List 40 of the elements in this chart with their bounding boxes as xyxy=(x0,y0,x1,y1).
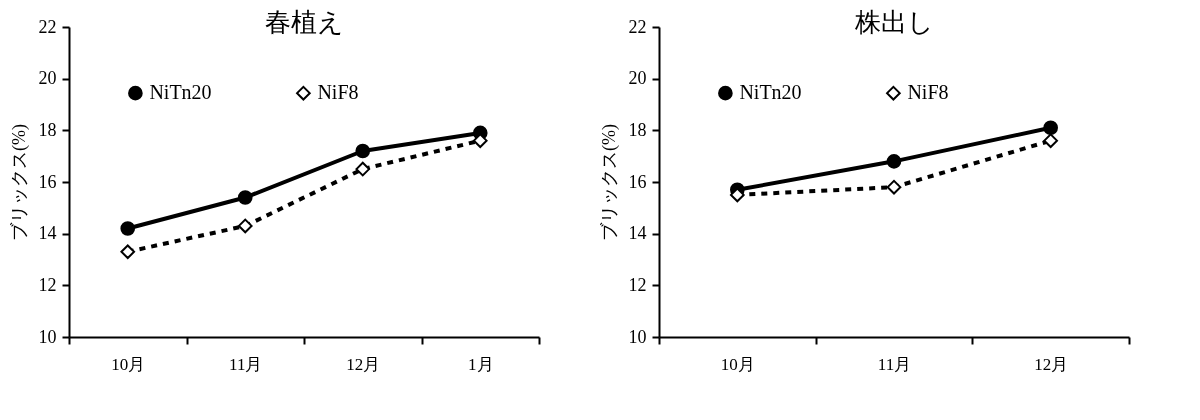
x-tick-label: 1月 xyxy=(468,354,494,374)
chart-title: 株出し xyxy=(853,8,934,37)
y-tick-label: 18 xyxy=(38,119,57,140)
y-axis-title: ブリックス(%) xyxy=(8,124,30,241)
x-tick-label: 10月 xyxy=(720,354,755,374)
x-tick-label: 11月 xyxy=(877,354,912,374)
y-tick-label: 16 xyxy=(38,171,57,192)
point xyxy=(120,244,136,260)
point xyxy=(237,218,253,234)
legend-label: NiTn20 xyxy=(739,81,802,104)
point xyxy=(1043,133,1058,148)
y-tick-label: 10 xyxy=(628,326,647,347)
x-tick-label: 10月 xyxy=(111,354,146,374)
y-tick-label: 14 xyxy=(38,223,57,244)
y-tick-label: 18 xyxy=(628,119,647,140)
legend-label: NiTn20 xyxy=(149,81,212,104)
y-tick-label: 22 xyxy=(38,16,57,37)
y-tick-label: 14 xyxy=(628,223,647,244)
y-tick-label: 20 xyxy=(38,68,57,89)
y-axis-title: ブリックス(%) xyxy=(598,124,620,241)
y-tick-label: 12 xyxy=(628,274,647,295)
point xyxy=(120,221,136,236)
point xyxy=(886,179,902,195)
y-tick-label: 20 xyxy=(628,68,647,89)
y-tick-label: 12 xyxy=(38,274,57,295)
legend-label: NiF8 xyxy=(317,81,359,104)
legend-label: NiF8 xyxy=(907,81,949,104)
point xyxy=(355,161,371,177)
point xyxy=(886,154,902,169)
point xyxy=(472,133,488,148)
point xyxy=(1043,120,1058,136)
x-tick-label: 12月 xyxy=(1034,354,1069,374)
x-tick-label: 11月 xyxy=(229,354,263,374)
y-tick-label: 16 xyxy=(628,171,647,192)
x-tick-label: 12月 xyxy=(346,354,381,374)
point xyxy=(355,143,371,159)
y-tick-label: 10 xyxy=(38,326,57,347)
point xyxy=(237,190,253,205)
y-tick-label: 22 xyxy=(628,16,647,37)
chart-title: 春植え xyxy=(264,8,344,37)
